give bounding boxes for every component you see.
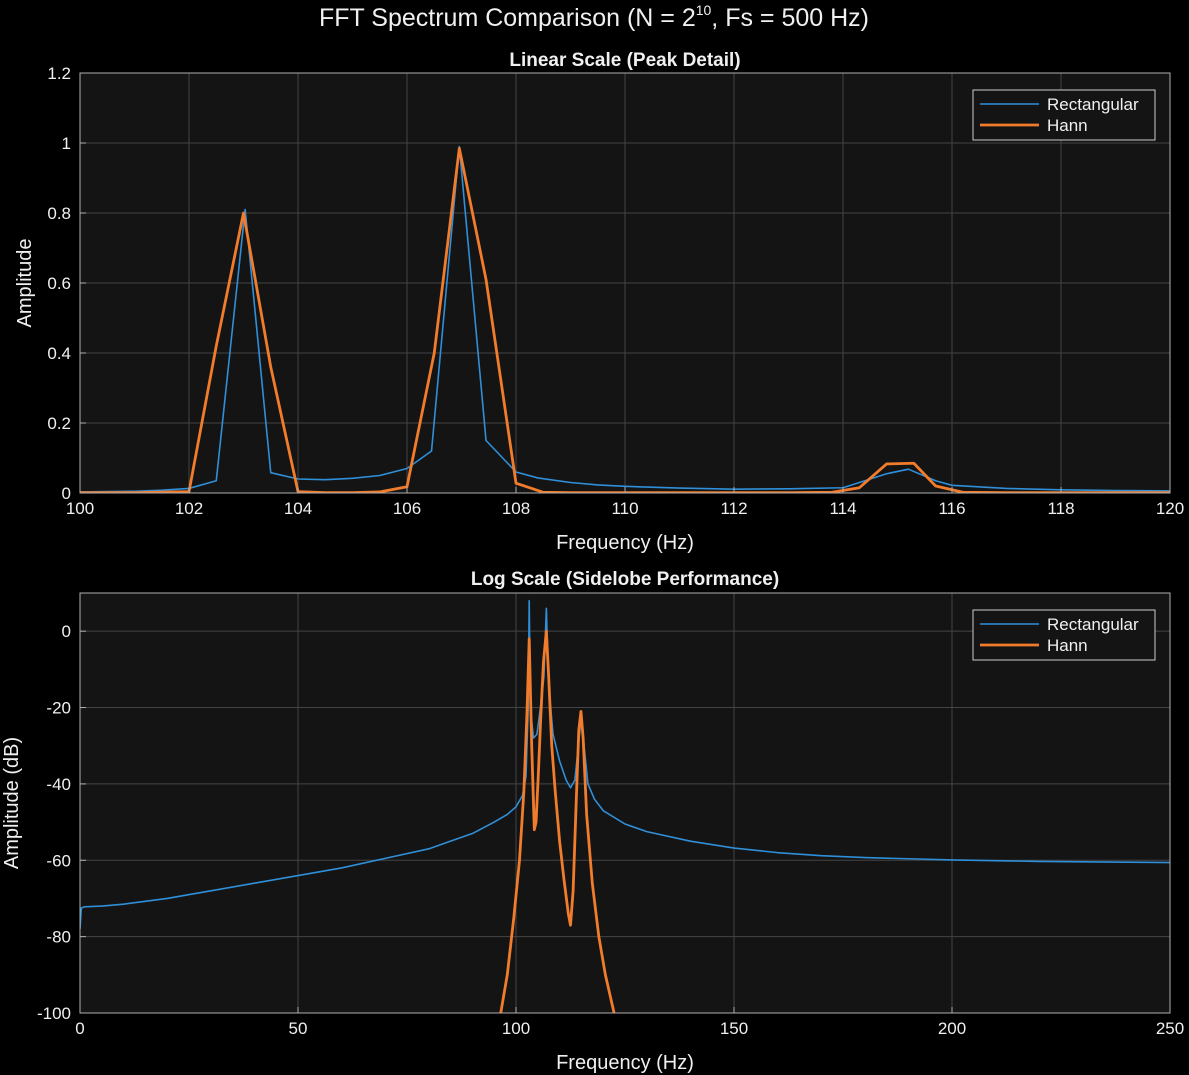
series-line-hann: [80, 146, 1170, 493]
plot-area: [80, 593, 1170, 1013]
series-line-hann: [499, 629, 616, 1013]
axes-title: Linear Scale (Peak Detail): [509, 50, 740, 71]
legend-label-hann: Hann: [1047, 636, 1088, 655]
x-tick-label: 114: [829, 499, 856, 518]
y-tick-label: 0: [62, 622, 71, 641]
x-tick-label: 102: [175, 499, 203, 518]
y-tick-label: 0.4: [47, 344, 71, 363]
linear-scale-plot: 100 102 104 106 108 110 112 114 116 118 120 0 0.2 0.4…: [14, 50, 1184, 554]
y-tick-label: 0.8: [47, 204, 71, 223]
axes-title: Log Scale (Sidelobe Performance): [471, 569, 779, 590]
legend-box: [972, 609, 1156, 661]
plot-frame: [79, 592, 1171, 1014]
x-tick-label: 110: [611, 499, 638, 518]
x-tick-label: 250: [1156, 1019, 1184, 1038]
log-scale-plot: 0 50 100 150 200 250 -100 -80 -60 -40 -20 0 Log Scal…: [1, 569, 1184, 1074]
y-tick-label: -100: [37, 1004, 71, 1023]
y-axis-label: Amplitude: [14, 239, 36, 328]
x-axis-label: Frequency (Hz): [556, 532, 694, 554]
x-tick-label: 100: [502, 1019, 530, 1038]
x-tick-label: 150: [720, 1019, 748, 1038]
y-tick-label: -80: [46, 928, 71, 947]
x-tick-label: 112: [720, 499, 747, 518]
y-tick-label: -20: [46, 699, 71, 718]
x-tick-label: 0: [75, 1019, 84, 1038]
x-axis-label: Frequency (Hz): [556, 1052, 694, 1074]
x-tick-label: 120: [1156, 499, 1184, 518]
y-tick-label: 0.2: [47, 414, 71, 433]
y-tick-label: 0: [62, 484, 71, 503]
x-tick-label: 104: [284, 499, 312, 518]
x-tick-label: 200: [938, 1019, 966, 1038]
legend-box: [972, 89, 1156, 141]
legend-label-rectangular: Rectangular: [1047, 615, 1139, 634]
x-tick-label: 116: [938, 499, 965, 518]
series-line-rectangular: [80, 599, 1170, 930]
y-tick-label: -60: [46, 851, 71, 870]
y-tick-label: -40: [46, 775, 71, 794]
y-tick-label: 1.2: [47, 64, 71, 83]
x-tick-label: 106: [393, 499, 421, 518]
legend-label-rectangular: Rectangular: [1047, 95, 1139, 114]
legend-label-hann: Hann: [1047, 116, 1088, 135]
y-axis-label: Amplitude (dB): [1, 737, 23, 869]
figure-title: FFT Spectrum Comparison (N = 210, Fs = 5…: [319, 2, 869, 32]
y-tick-label: 1: [62, 134, 71, 153]
x-tick-label: 50: [289, 1019, 308, 1038]
x-tick-label: 108: [502, 499, 530, 518]
y-tick-label: 0.6: [47, 274, 71, 293]
x-tick-label: 100: [66, 499, 94, 518]
x-tick-label: 118: [1047, 499, 1074, 518]
